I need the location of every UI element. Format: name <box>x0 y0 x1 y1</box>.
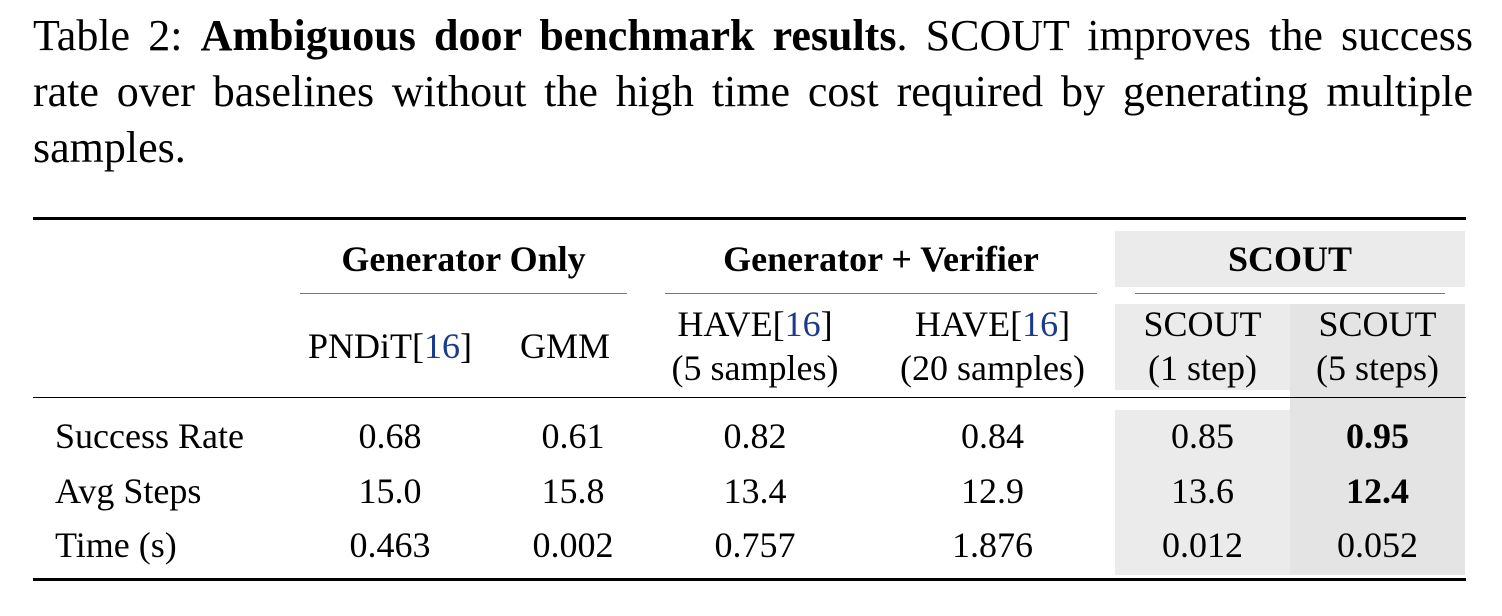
table-cell: 0.463 <box>349 525 431 565</box>
table-cell: 0.012 <box>1162 525 1243 565</box>
caption-label: Table 2: <box>33 11 183 60</box>
table-cell: 15.8 <box>541 471 605 511</box>
citation-link[interactable]: 16 <box>424 326 460 366</box>
table-cell: 13.4 <box>723 471 787 511</box>
table-cell: 13.6 <box>1171 471 1234 511</box>
column-header-have-20: HAVE[16] (20 samples) <box>900 304 1085 388</box>
table-caption: Table 2: Ambiguous door benchmark result… <box>33 8 1473 176</box>
row-label-avg-steps: Avg Steps <box>55 471 202 511</box>
table-cell-best: 0.95 <box>1346 416 1409 456</box>
row-label-time: Time (s) <box>55 525 177 565</box>
table-cell: 0.61 <box>541 416 605 456</box>
group-header-scout: SCOUT <box>1227 239 1353 279</box>
column-header-scout-5-steps: SCOUT (5 steps) <box>1316 304 1439 388</box>
table-cell: 1.876 <box>952 525 1033 565</box>
citation-link[interactable]: 16 <box>784 304 821 344</box>
table-cell: 0.757 <box>714 525 796 565</box>
table-cell: 15.0 <box>358 471 422 511</box>
caption-period: . <box>896 11 908 60</box>
scout-best-column-shade <box>1290 304 1465 575</box>
cmidrule-generator-only <box>300 293 627 294</box>
column-header-scout-1-step: SCOUT (1 step) <box>1143 304 1262 388</box>
table-cell: 0.85 <box>1171 416 1234 456</box>
table-cell: 0.002 <box>532 525 614 565</box>
table-cell: 12.9 <box>961 471 1024 511</box>
column-header-gmm: GMM <box>519 326 611 366</box>
cmidrule-scout <box>1135 293 1445 294</box>
citation-link[interactable]: 16 <box>1022 304 1059 344</box>
table-cell: 0.84 <box>961 416 1024 456</box>
row-label-success-rate: Success Rate <box>55 416 244 456</box>
cmidrule-generator-verifier <box>665 293 1097 294</box>
table-cell: 0.68 <box>358 416 422 456</box>
table-cell-best: 12.4 <box>1346 471 1409 511</box>
top-rule <box>33 217 1466 220</box>
scout-header-shade <box>1115 231 1465 287</box>
mid-rule <box>33 397 1466 398</box>
column-header-pndit: PNDiT[16] <box>307 326 472 366</box>
table-cell: 0.052 <box>1337 525 1418 565</box>
group-header-generator-verifier: Generator + Verifier <box>723 239 1039 279</box>
table-cell: 0.82 <box>723 416 787 456</box>
column-header-have-5: HAVE[16] (5 samples) <box>671 304 839 388</box>
bottom-rule <box>33 578 1466 581</box>
group-header-generator-only: Generator Only <box>341 239 586 279</box>
caption-title: Ambiguous door benchmark results <box>200 11 897 60</box>
caption-text: SCOUT improves the success rate over bas… <box>33 11 1474 172</box>
